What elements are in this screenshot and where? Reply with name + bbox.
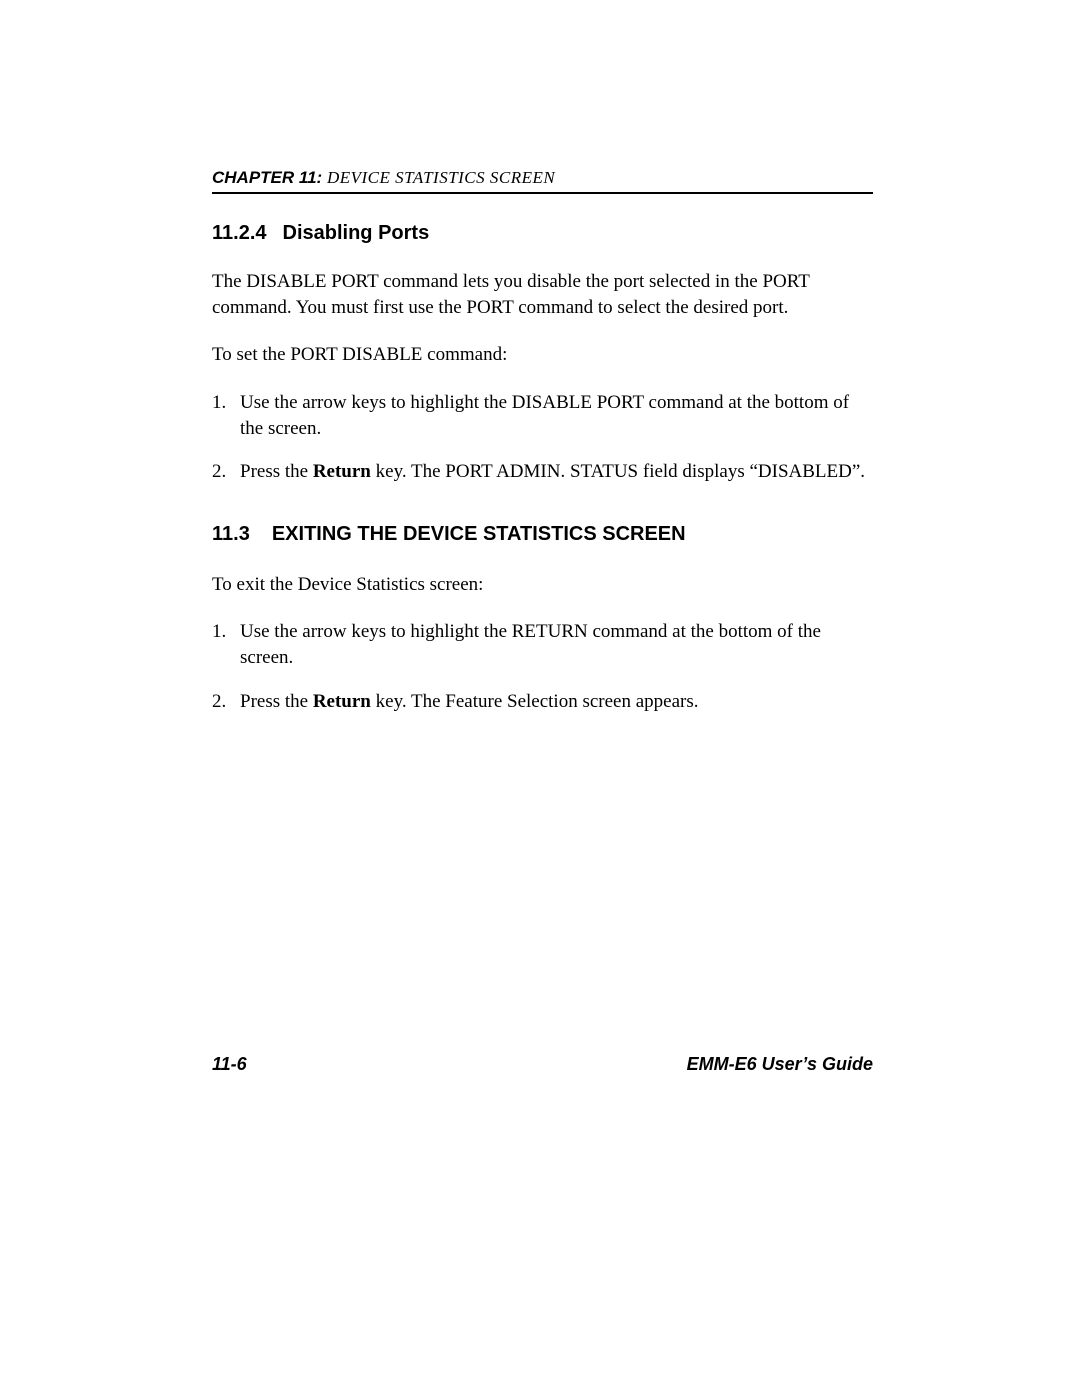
list-number: 1.	[212, 619, 240, 670]
list-content: Use the arrow keys to highlight the RETU…	[240, 619, 873, 670]
list-item: 2. Press the Return key. The PORT ADMIN.…	[212, 459, 873, 485]
guide-title: EMM-E6 User’s Guide	[687, 1054, 873, 1075]
list-content: Press the Return key. The PORT ADMIN. ST…	[240, 459, 873, 485]
page-footer: 11-6 EMM-E6 User’s Guide	[212, 1054, 873, 1075]
ordered-list-1: 1. Use the arrow keys to highlight the D…	[212, 390, 873, 485]
chapter-title: DEVICE STATISTICS SCREEN	[322, 168, 555, 187]
header-text: CHAPTER 11: DEVICE STATISTICS SCREEN	[212, 168, 873, 188]
document-page: CHAPTER 11: DEVICE STATISTICS SCREEN 11.…	[0, 0, 1080, 714]
section-number: 11.3	[212, 523, 250, 545]
list-number: 1.	[212, 390, 240, 441]
list-item: 1. Use the arrow keys to highlight the R…	[212, 619, 873, 670]
text-after: key. The PORT ADMIN. STATUS field displa…	[371, 461, 865, 482]
text-before: Press the	[240, 691, 313, 712]
ordered-list-2: 1. Use the arrow keys to highlight the R…	[212, 619, 873, 714]
subsection-title: Disabling Ports	[283, 222, 430, 244]
list-content: Press the Return key. The Feature Select…	[240, 689, 873, 715]
list-number: 2.	[212, 689, 240, 715]
page-header: CHAPTER 11: DEVICE STATISTICS SCREEN	[212, 168, 873, 194]
section-heading: 11.3 EXITING THE DEVICE STATISTICS SCREEN	[212, 523, 873, 546]
paragraph-2: To set the PORT DISABLE command:	[212, 342, 873, 368]
text-before: Press the	[240, 461, 313, 482]
section-title: EXITING THE DEVICE STATISTICS SCREEN	[272, 523, 686, 545]
chapter-label: CHAPTER 11:	[212, 168, 322, 187]
paragraph-1: The DISABLE PORT command lets you disabl…	[212, 269, 873, 320]
subsection-heading: 11.2.4 Disabling Ports	[212, 222, 873, 245]
list-item: 2. Press the Return key. The Feature Sel…	[212, 689, 873, 715]
list-item: 1. Use the arrow keys to highlight the D…	[212, 390, 873, 441]
list-number: 2.	[212, 459, 240, 485]
list-content: Use the arrow keys to highlight the DISA…	[240, 390, 873, 441]
page-number: 11-6	[212, 1054, 247, 1075]
paragraph-3: To exit the Device Statistics screen:	[212, 572, 873, 598]
subsection-number: 11.2.4	[212, 222, 267, 244]
text-after: key. The Feature Selection screen appear…	[371, 691, 699, 712]
bold-text: Return	[313, 461, 371, 482]
bold-text: Return	[313, 691, 371, 712]
